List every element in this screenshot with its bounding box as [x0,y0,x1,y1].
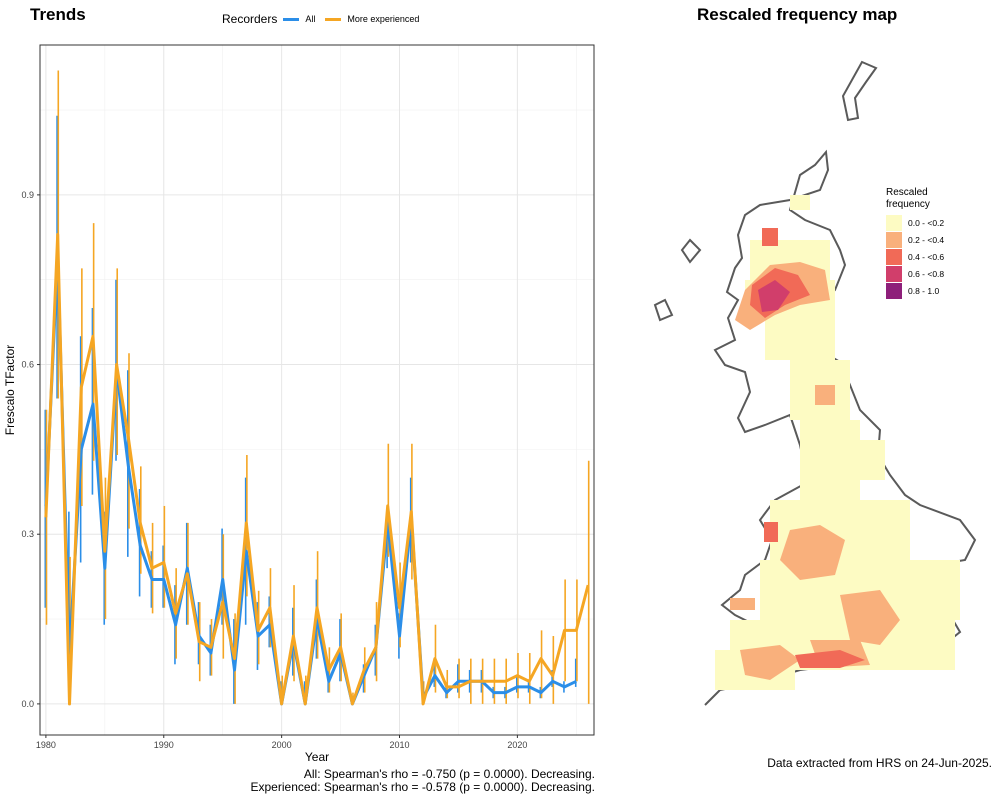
map-legend-label: 0.8 - 1.0 [908,285,940,296]
map-legend-swatch [886,265,902,282]
map-legend-row: 0.4 - <0.6 [886,248,944,265]
map-legend-label: 0.6 - <0.8 [908,268,945,279]
x-tick-label: 2020 [507,740,527,750]
y-tick-label: 0.6 [21,360,34,370]
map-legend-row: 0.6 - <0.8 [886,265,944,282]
map-cells-low [715,195,960,690]
x-tick-label: 1980 [36,740,56,750]
legend-label-all: All [305,14,316,24]
map-legend-label: 0.4 - <0.6 [908,251,945,262]
legend-title: Recorders [222,12,278,26]
map-legend-row: 0.8 - 1.0 [886,282,944,299]
map-legend: Rescaled frequency 0.0 - <0.2 0.2 - <0.4… [886,187,944,299]
spearman-stats: All: Spearman's rho = -0.750 (p = 0.0000… [251,768,596,794]
x-tick-label: 2010 [389,740,409,750]
map-title: Rescaled frequency map [697,5,898,24]
x-axis-label: Year [305,750,329,764]
trends-title: Trends [30,5,86,24]
x-tick-label: 2000 [272,740,292,750]
map-legend-row: 0.0 - <0.2 [886,214,944,231]
series-line [44,233,590,706]
legend-swatch-experienced [325,17,342,21]
stats-all: All: Spearman's rho = -0.750 (p = 0.0000… [303,767,595,781]
chart-legend: Recorders All More experienced [222,12,419,26]
map-legend-swatch [886,282,902,299]
y-tick-label: 0.3 [21,529,34,539]
map-legend-swatch [886,231,902,248]
stats-experienced: Experienced: Spearman's rho = -0.578 (p … [250,780,596,794]
map-legend-title-line1: Rescaled [886,187,928,198]
legend-label-experienced: More experienced [347,14,420,24]
map-legend-swatch [886,248,902,265]
y-tick-label: 0.0 [21,699,34,709]
map-legend-label: 0.0 - <0.2 [908,217,945,228]
x-tick-label: 1990 [154,740,174,750]
map-cells-vhigh [758,280,790,312]
legend-swatch-all [283,17,300,21]
plot-frame [39,44,595,736]
data-source-note: Data extracted from HRS on 24-Jun-2025. [767,756,992,770]
y-tick-label: 0.9 [21,190,34,200]
map-legend-title: Rescaled frequency [886,187,944,211]
map-legend-label: 0.2 - <0.4 [908,234,945,245]
y-axis-label: Frescalo TFactor [3,345,17,435]
map-legend-row: 0.2 - <0.4 [886,231,944,248]
map-legend-title-line2: frequency [886,199,930,210]
map-legend-swatch [886,214,902,231]
